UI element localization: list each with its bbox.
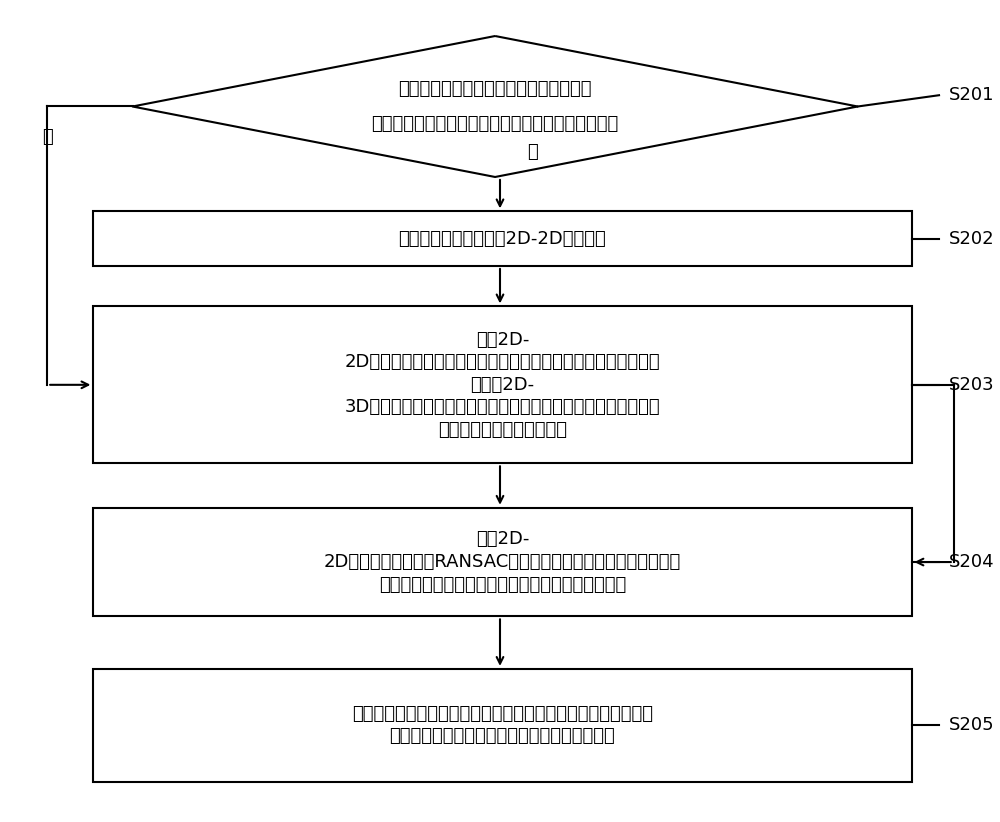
Text: 提取监控视频对应的当前帧的图像特征，: 提取监控视频对应的当前帧的图像特征， (398, 80, 592, 98)
Text: 并根据当前帧判断是否存在对应的已知姿态的参考帧: 并根据当前帧判断是否存在对应的已知姿态的参考帧 (371, 115, 619, 133)
Text: 2D匹配成功，则根据RANSAC框架计算当前帧与参考帧的相对运动: 2D匹配成功，则根据RANSAC框架计算当前帧与参考帧的相对运动 (324, 553, 681, 571)
Text: 计算当前帧相对参考帧的相对运动，并在当前帧相对参考帧的相: 计算当前帧相对参考帧的相对运动，并在当前帧相对参考帧的相 (352, 705, 653, 723)
Bar (93, 508, 912, 616)
Text: S203: S203 (949, 376, 994, 395)
Text: 云进行2D-: 云进行2D- (470, 376, 535, 394)
Text: S202: S202 (949, 229, 994, 247)
Bar (93, 669, 912, 782)
Bar (93, 211, 912, 266)
Text: 否: 否 (42, 128, 53, 146)
Text: S201: S201 (949, 86, 994, 104)
Text: 3D特征匹配，并根据匹配关系估计当前帧对应摄像机在点云坐标: 3D特征匹配，并根据匹配关系估计当前帧对应摄像机在点云坐标 (345, 399, 660, 417)
Text: 对运动大于预设阈值时，根据当前帧更新参考帧: 对运动大于预设阈值时，根据当前帧更新参考帧 (390, 727, 615, 746)
Text: 如果2D-: 如果2D- (476, 530, 529, 548)
Text: 如果2D-: 如果2D- (476, 330, 529, 349)
Text: ，并根据当前帧与参考帧的相对运动估计当前帧姿态: ，并根据当前帧与参考帧的相对运动估计当前帧姿态 (379, 575, 626, 593)
Text: 系中的位姿，并更新参考帧: 系中的位姿，并更新参考帧 (438, 421, 567, 439)
Text: S205: S205 (949, 716, 994, 734)
Text: S204: S204 (949, 553, 994, 571)
Text: 2D特征匹配失败或者参考帧不存在，则将监控视频与三维特征点: 2D特征匹配失败或者参考帧不存在，则将监控视频与三维特征点 (345, 353, 660, 372)
Bar (93, 307, 912, 464)
Text: 将当前帧与参考帧进行2D-2D特征匹配: 将当前帧与参考帧进行2D-2D特征匹配 (399, 229, 606, 247)
Text: 是: 是 (527, 142, 538, 160)
